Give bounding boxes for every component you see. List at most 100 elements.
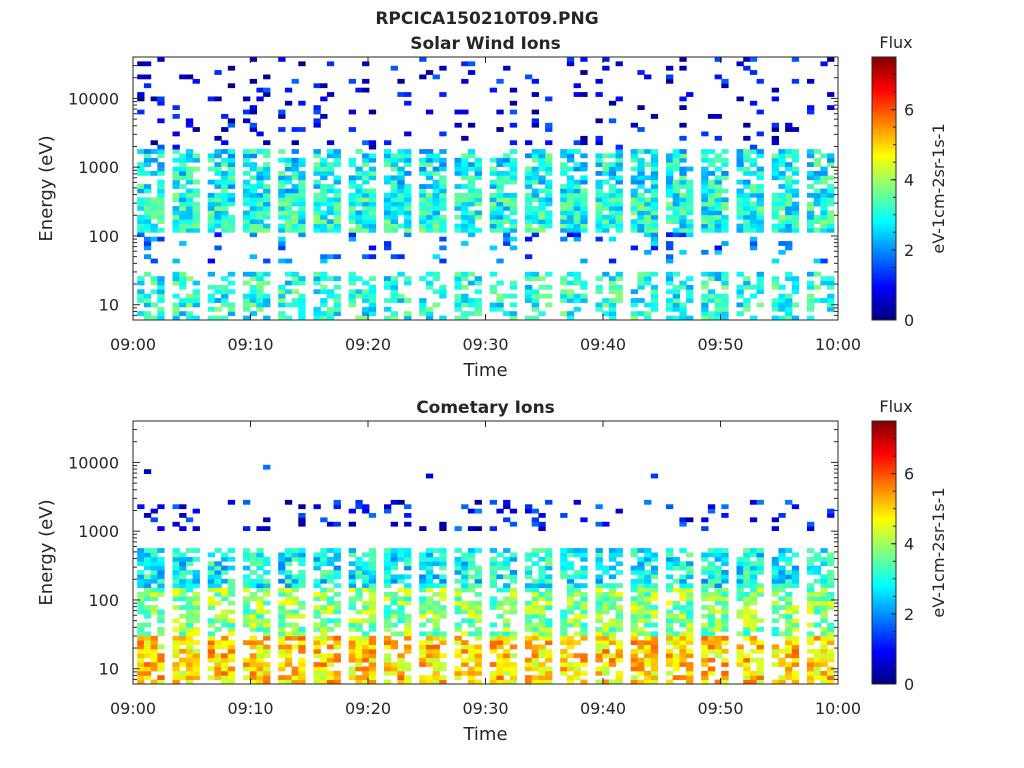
solar-wind-cell bbox=[249, 284, 257, 290]
solar-wind-cell bbox=[778, 162, 786, 167]
solar-wind-cell bbox=[172, 206, 180, 211]
solar-wind-cell bbox=[439, 157, 447, 163]
cometary-cell bbox=[157, 548, 165, 553]
solar-wind-cell bbox=[362, 306, 370, 312]
cometary-cell bbox=[672, 635, 680, 641]
cometary-cell bbox=[566, 618, 575, 624]
cometary-cell bbox=[397, 587, 405, 593]
cometary-cell bbox=[756, 570, 764, 575]
cometary-cell bbox=[368, 578, 377, 584]
cometary-cell bbox=[348, 578, 356, 584]
cometary-cell bbox=[137, 552, 145, 558]
solar-wind-cell bbox=[461, 311, 469, 316]
cometary-cell bbox=[630, 600, 638, 606]
cometary-cell bbox=[827, 596, 835, 602]
solar-wind-cell bbox=[714, 114, 722, 119]
solar-wind-cell bbox=[701, 131, 709, 137]
solar-wind-cell bbox=[580, 188, 588, 194]
solar-wind-cell bbox=[650, 184, 659, 189]
cometary-cell bbox=[298, 574, 306, 580]
cometary-cell bbox=[333, 670, 341, 676]
solar-wind-cell bbox=[348, 276, 356, 281]
solar-wind-cell bbox=[595, 227, 603, 233]
cometary-cell bbox=[425, 548, 434, 553]
solar-wind-cell bbox=[785, 188, 793, 194]
cometary-cell bbox=[291, 679, 299, 685]
cometary-cell bbox=[214, 653, 222, 659]
solar-wind-cell bbox=[348, 302, 356, 308]
solar-wind-cell bbox=[454, 184, 462, 189]
cometary-cell bbox=[531, 631, 539, 637]
solar-wind-cell bbox=[827, 157, 835, 163]
cometary-cell bbox=[615, 592, 623, 597]
solar-wind-cell bbox=[137, 197, 145, 203]
cometary-cell bbox=[368, 605, 377, 610]
solar-wind-cell bbox=[243, 96, 251, 102]
solar-wind-cell bbox=[278, 57, 286, 62]
cometary-cell bbox=[221, 556, 229, 562]
cometary-cell bbox=[404, 596, 412, 602]
cometary-cell bbox=[714, 548, 722, 553]
cometary-cell bbox=[419, 640, 427, 645]
solar-wind-cell bbox=[263, 302, 271, 308]
solar-wind-cell bbox=[185, 223, 194, 229]
solar-wind-cell bbox=[390, 284, 398, 290]
solar-wind-cell bbox=[545, 140, 553, 146]
cometary-cell bbox=[249, 670, 257, 676]
solar-wind-cell bbox=[313, 227, 321, 233]
solar-wind-cell bbox=[172, 197, 180, 203]
solar-wind-cell bbox=[368, 144, 377, 150]
solar-wind-cell bbox=[298, 127, 306, 132]
solar-wind-cell bbox=[320, 192, 328, 198]
solar-wind-cell bbox=[454, 201, 462, 207]
solar-wind-cell bbox=[650, 298, 659, 303]
cometary-cell bbox=[172, 648, 180, 654]
cometary-cell bbox=[630, 679, 638, 685]
cometary-cell bbox=[637, 565, 645, 571]
cometary-cell bbox=[666, 631, 674, 637]
cometary-cell bbox=[743, 583, 751, 588]
cometary-cell bbox=[368, 556, 377, 562]
cometary-cell bbox=[608, 653, 617, 659]
solar-wind-cell bbox=[666, 74, 674, 80]
cometary-cell bbox=[256, 657, 264, 663]
solar-wind-cell bbox=[432, 289, 440, 295]
cometary-cell bbox=[580, 662, 588, 667]
cometary-cell bbox=[362, 600, 370, 606]
solar-wind-cell bbox=[284, 302, 293, 308]
solar-wind-cell bbox=[701, 184, 709, 189]
cometary-cell bbox=[602, 609, 610, 615]
cometary-cell bbox=[172, 521, 180, 527]
solar-wind-cell bbox=[397, 179, 405, 185]
solar-wind-cell bbox=[749, 144, 758, 150]
solar-wind-cell bbox=[778, 293, 786, 299]
solar-wind-cell bbox=[573, 92, 581, 97]
cometary-cell bbox=[756, 552, 764, 558]
cometary-cell bbox=[256, 679, 264, 685]
solar-wind-cell bbox=[743, 206, 751, 211]
solar-wind-cell bbox=[707, 315, 716, 321]
solar-wind-cell bbox=[439, 192, 447, 198]
cometary-cell bbox=[439, 613, 447, 619]
cometary-cell bbox=[461, 556, 469, 562]
cometary-cell bbox=[608, 622, 617, 628]
cometary-cell bbox=[474, 592, 482, 597]
solar-wind-cell bbox=[813, 219, 821, 224]
solar-wind-cell bbox=[778, 201, 786, 207]
cometary-cell bbox=[384, 653, 392, 659]
cometary-cell bbox=[736, 556, 744, 562]
cometary-cell bbox=[630, 609, 638, 615]
solar-wind-cell bbox=[666, 298, 674, 303]
solar-wind-cell bbox=[615, 192, 623, 198]
cometary-cell bbox=[566, 552, 575, 558]
solar-wind-cell bbox=[608, 188, 617, 194]
solar-wind-cell bbox=[150, 227, 158, 233]
solar-wind-cell bbox=[701, 315, 709, 321]
solar-wind-cell bbox=[313, 219, 321, 224]
cometary-cell bbox=[439, 631, 447, 637]
cometary-cell bbox=[461, 574, 469, 580]
cometary-cell bbox=[404, 592, 412, 597]
solar-wind-cell bbox=[545, 223, 553, 229]
cometary-cell bbox=[602, 605, 610, 610]
solar-wind-cell bbox=[602, 192, 610, 198]
